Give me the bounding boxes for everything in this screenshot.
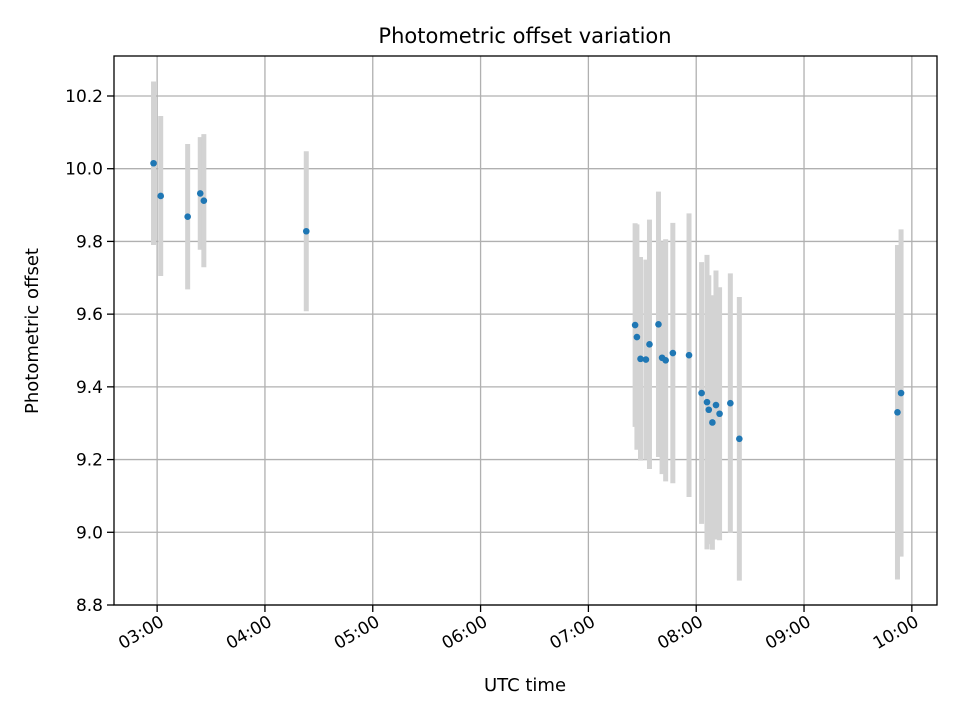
data-point bbox=[712, 401, 720, 409]
x-axis-label: UTC time bbox=[484, 675, 566, 696]
data-point bbox=[705, 406, 713, 414]
data-point bbox=[669, 349, 677, 357]
y-tick-label: 9.8 bbox=[76, 232, 103, 252]
grid-lines bbox=[114, 56, 937, 606]
y-tick-label: 10.0 bbox=[65, 160, 103, 180]
y-tick-label: 9.0 bbox=[76, 523, 103, 543]
data-point bbox=[685, 351, 693, 359]
x-tick-label: 08:00 bbox=[654, 612, 706, 654]
data-point bbox=[196, 190, 204, 197]
data-point bbox=[646, 341, 653, 348]
data-point bbox=[184, 213, 191, 221]
x-tick-label: 04:00 bbox=[223, 612, 275, 654]
error-bars bbox=[151, 81, 904, 581]
data-point bbox=[716, 410, 723, 418]
data-point bbox=[642, 356, 650, 363]
data-point bbox=[655, 321, 662, 328]
data-point bbox=[703, 398, 711, 406]
x-tick-label: 09:00 bbox=[762, 612, 814, 654]
x-tick-label: 10:00 bbox=[870, 612, 922, 654]
data-point bbox=[631, 321, 639, 329]
data-point bbox=[709, 419, 716, 426]
data-point bbox=[637, 355, 644, 363]
y-axis-label: Photometric offset bbox=[22, 248, 43, 414]
x-tick-label: 03:00 bbox=[115, 612, 167, 654]
data-point bbox=[150, 159, 157, 167]
data-point bbox=[736, 435, 743, 443]
data-points bbox=[150, 159, 905, 443]
data-point bbox=[157, 192, 165, 200]
plot-frame bbox=[113, 55, 938, 606]
x-tick-label: 06:00 bbox=[439, 612, 491, 654]
data-point bbox=[633, 333, 641, 341]
y-axis-ticks: 8.8 9.0 9.2 9.4 9.6 9.8 10.0 10.2 bbox=[65, 87, 114, 616]
data-point bbox=[897, 389, 905, 397]
y-tick-label: 9.6 bbox=[76, 305, 103, 325]
data-point bbox=[302, 227, 310, 235]
data-point bbox=[200, 197, 208, 205]
x-tick-label: 07:00 bbox=[546, 612, 598, 654]
y-tick-label: 8.8 bbox=[76, 596, 103, 616]
chart-title: Photometric offset variation bbox=[378, 24, 671, 48]
y-tick-label: 10.2 bbox=[65, 87, 103, 107]
y-tick-label: 9.4 bbox=[76, 378, 103, 398]
data-point bbox=[698, 389, 705, 397]
y-tick-label: 9.2 bbox=[76, 451, 103, 471]
x-tick-label: 05:00 bbox=[331, 612, 383, 654]
data-point bbox=[727, 399, 734, 407]
data-point bbox=[894, 409, 901, 416]
data-point bbox=[662, 357, 669, 364]
x-axis-ticks: 03:00 04:00 05:00 06:00 07:00 08:00 09:00 10:00 bbox=[115, 605, 922, 654]
